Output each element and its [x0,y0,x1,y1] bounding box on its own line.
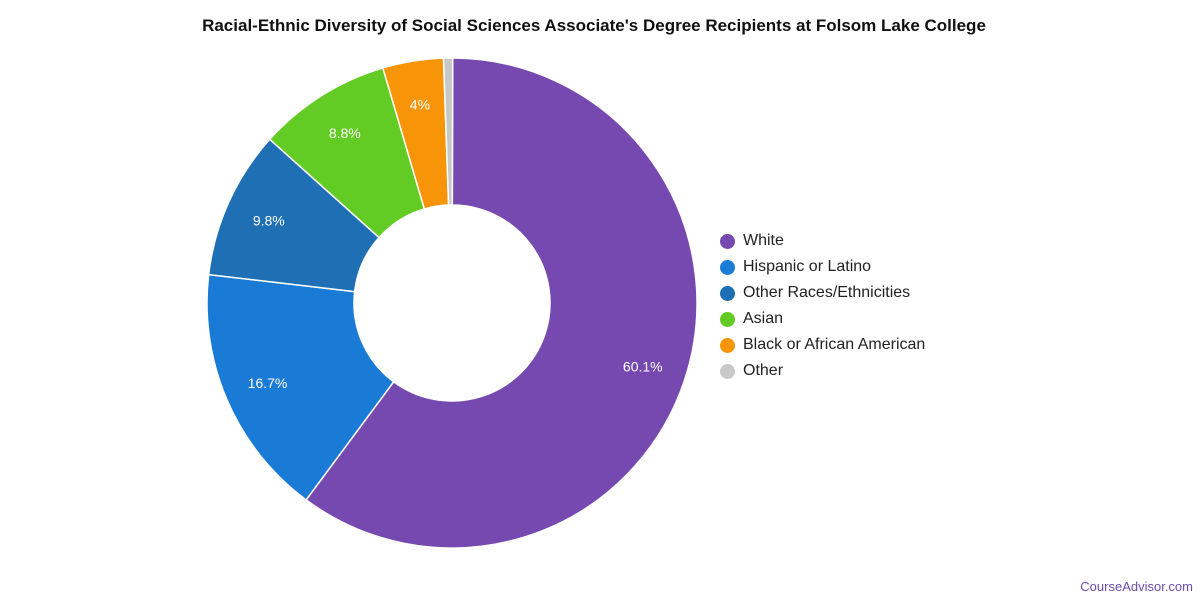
slice-other[interactable] [442,57,454,206]
slice-hispanic-or-latino[interactable] [206,273,395,501]
chart-legend: White Hispanic or Latino Other Races/Ethni… [720,228,925,384]
slice-label: 8.8% [329,125,361,141]
legend-item[interactable]: White [720,228,925,254]
legend-label: Asian [743,310,784,327]
legend-swatch [720,337,735,353]
legend-item[interactable]: Black or African American [720,332,925,358]
legend-label: Black or African American [743,336,926,353]
slice-white[interactable] [305,57,698,549]
chart-title: Racial-Ethnic Diversity of Social Scienc… [202,16,986,35]
legend-item[interactable]: Other Races/Ethnicities [720,280,925,306]
slice-label: 9.8% [253,212,285,228]
legend-swatch [720,311,735,327]
legend-swatch [720,285,735,301]
slice-label: 4% [410,97,430,113]
legend-item[interactable]: Hispanic or Latino [720,254,925,280]
legend-label: White [743,232,784,249]
legend-item[interactable]: Other [720,358,925,384]
slice-label: 16.7% [248,375,288,391]
legend-swatch [720,259,735,275]
legend-swatch [720,363,735,379]
legend-item[interactable]: Asian [720,306,925,332]
footer-brand[interactable]: CourseAdvisor.com [1080,579,1193,594]
legend-label: Other Races/Ethnicities [743,284,911,301]
legend-label: Hispanic or Latino [743,258,872,275]
legend-label: Other [743,362,784,379]
legend-swatch [720,233,735,249]
slice-label: 60.1% [623,358,663,374]
